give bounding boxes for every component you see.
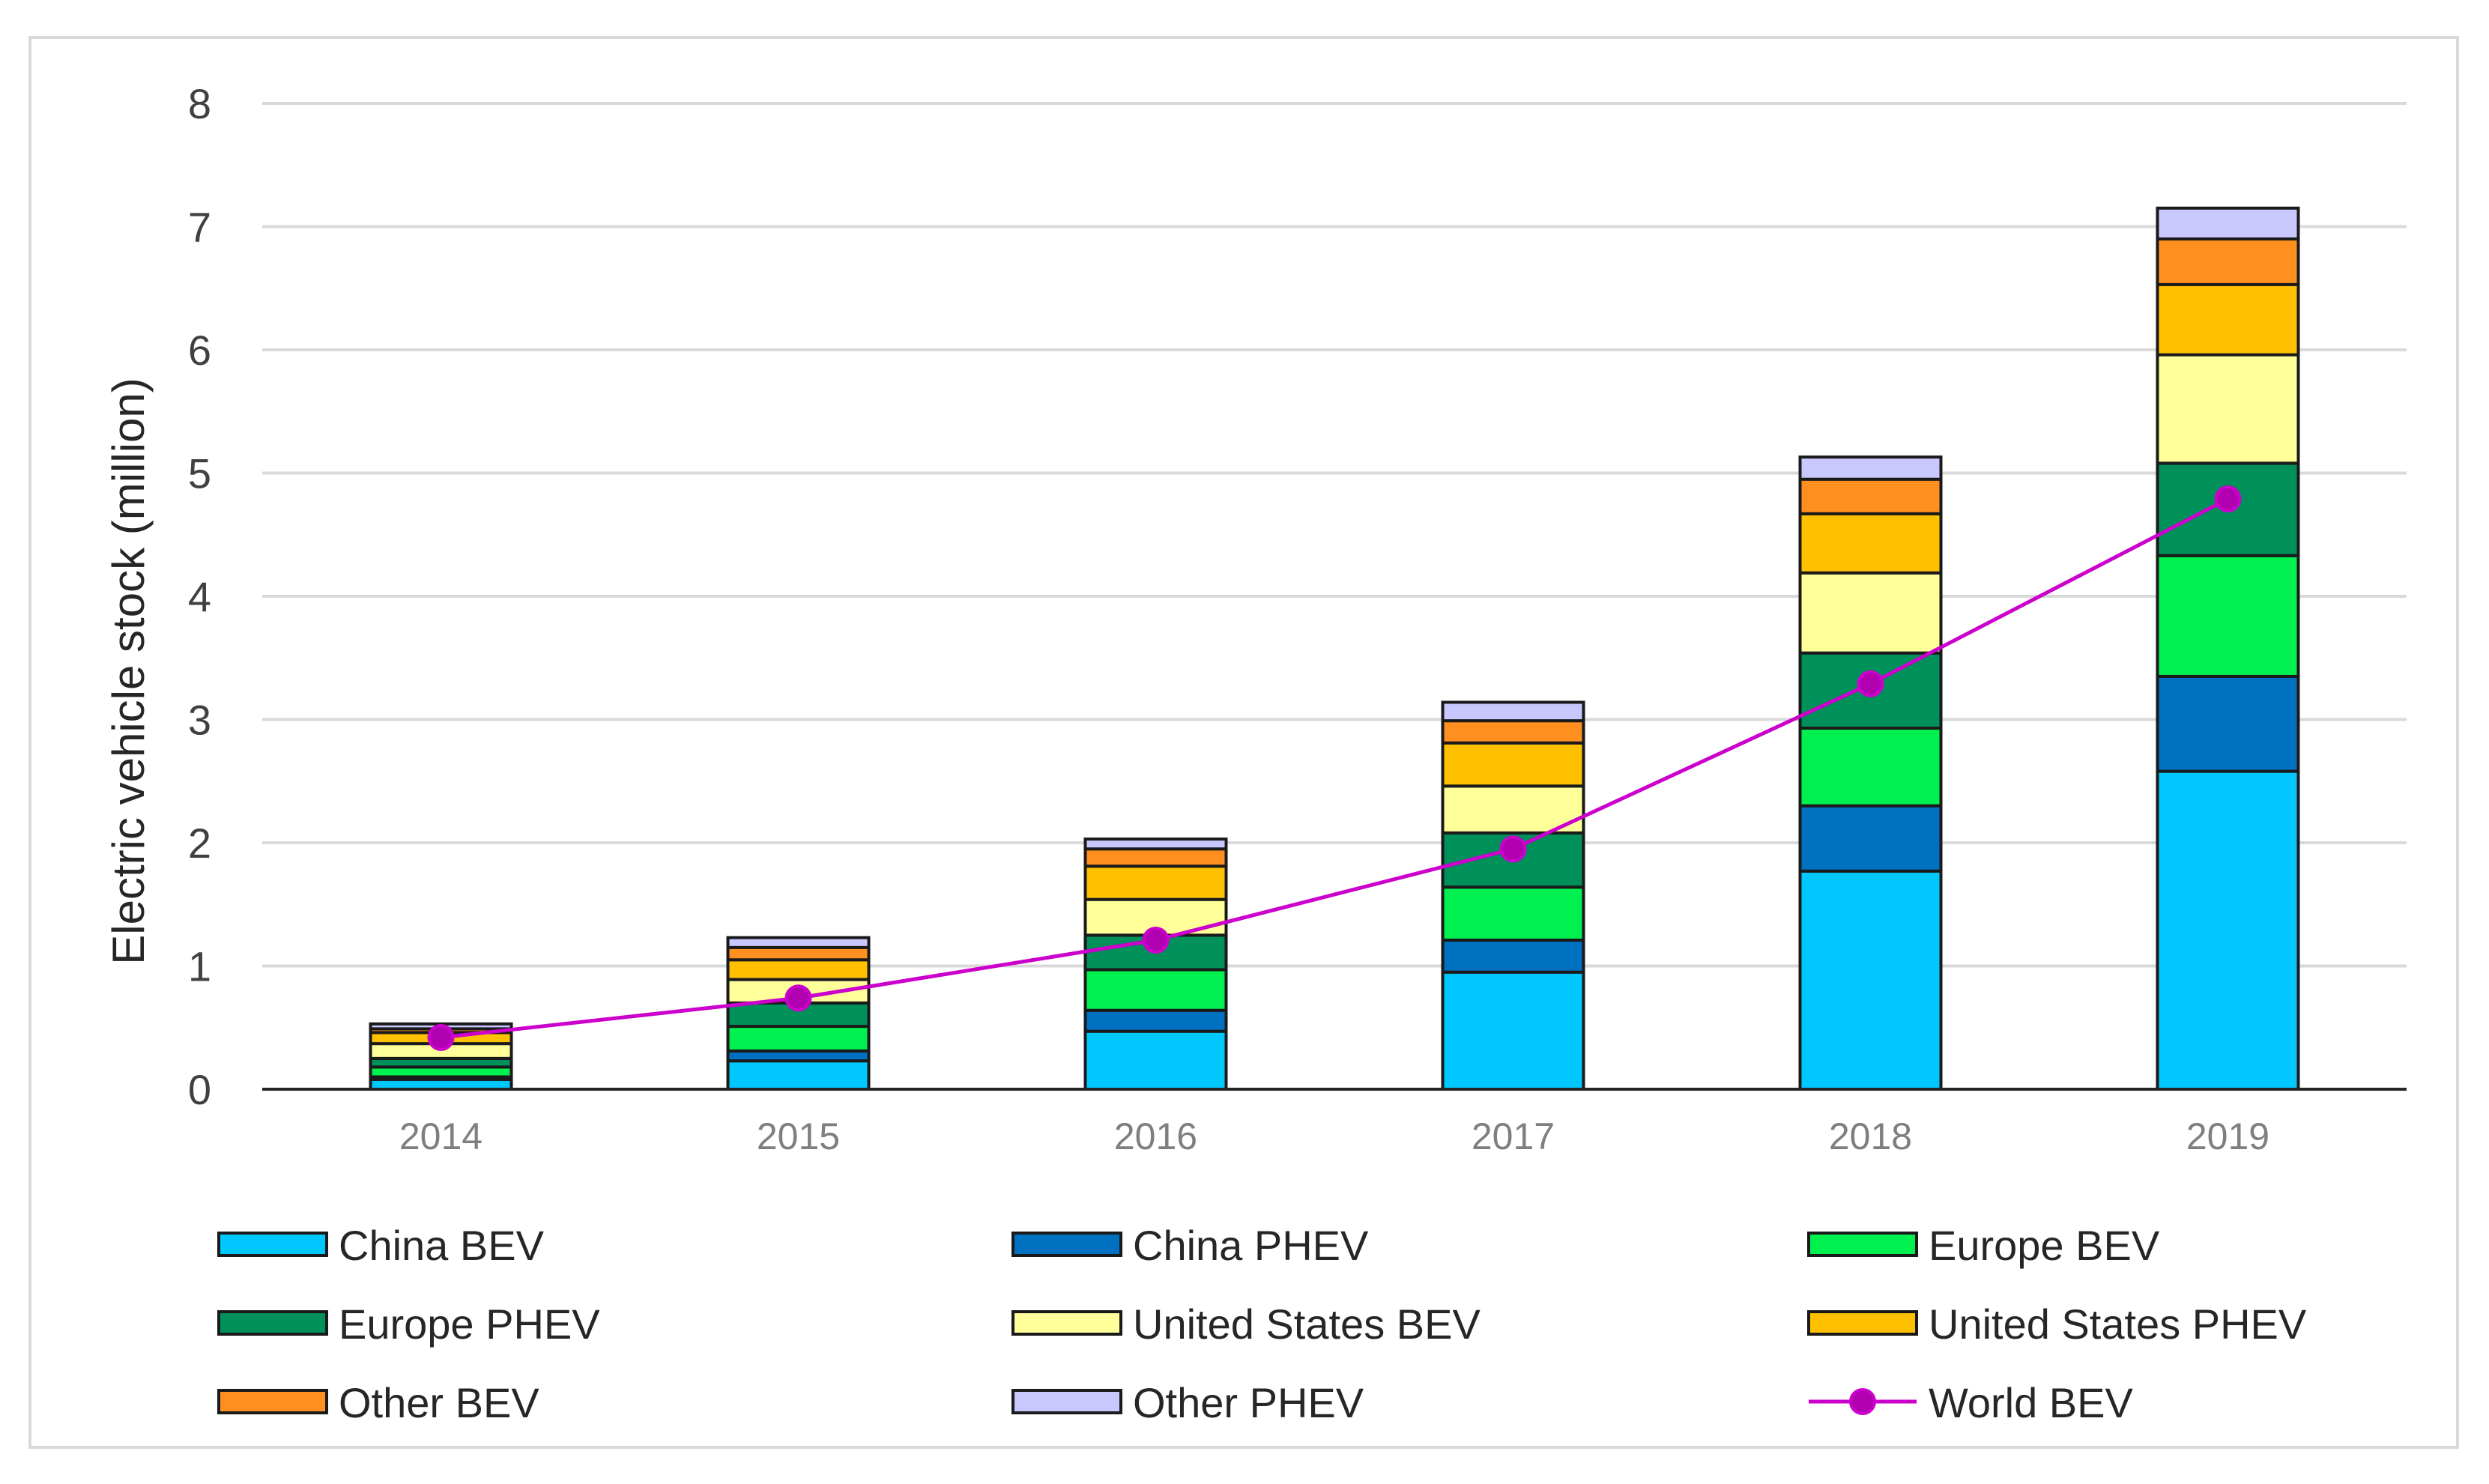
x-axis-ticks: 2014 2015 2016 2017 2018 2019 [399,1115,2269,1157]
legend-item-europe-bev: Europe BEV [1807,1222,2160,1269]
bar-other-phev-2016 [1083,838,1228,851]
legend-label: Other PHEV [1133,1379,1364,1426]
legend-label: China BEV [339,1222,545,1269]
x-tick-label: 2017 [1472,1115,1555,1157]
legend-label: China PHEV [1133,1222,1369,1269]
x-tick-label: 2016 [1114,1115,1197,1157]
bar-united-states-bev-2017 [1441,784,1585,835]
legend-item-europe-phev: Europe PHEV [217,1300,600,1348]
legend-item-united-states-bev: United States BEV [1011,1300,1481,1348]
legend-swatch [217,1232,328,1257]
bar-other-phev-2018 [1798,455,1943,481]
legend: China BEV China PHEV Europe BEV Europe PHEV… [217,1222,2307,1426]
legend-item-china-phev: China PHEV [1011,1222,1369,1269]
legend-item-other-phev: Other PHEV [1011,1379,1364,1426]
bar-other-phev-2015 [726,936,871,949]
bar-united-states-phev-2017 [1441,741,1585,788]
bar-other-phev-2019 [2156,206,2300,240]
y-tick-label: 4 [188,573,211,620]
bar-europe-bev-2015 [726,1025,871,1053]
legend-swatch [217,1310,328,1336]
y-tick-label: 7 [188,204,211,251]
legend-item-united-states-phev: United States PHEV [1807,1300,2307,1348]
bar-china-phev-2016 [1083,1008,1228,1033]
bar-other-bev-2019 [2156,237,2300,286]
legend-marker [1849,1388,1876,1415]
world-bev-point-2017 [1499,835,1527,863]
y-tick-label: 6 [188,327,211,374]
bar-united-states-phev-2016 [1083,864,1228,901]
legend-swatch [1807,1232,1918,1257]
bar-stack-2018 [1798,455,1943,1091]
bar-united-states-phev-2019 [2156,282,2300,357]
bar-europe-bev-2016 [1083,968,1228,1012]
bar-china-phev-2019 [2156,674,2300,773]
bar-china-bev-2017 [1441,970,1585,1091]
bar-united-states-phev-2018 [1798,512,1943,575]
bar-united-states-bev-2018 [1798,571,1943,655]
bar-china-bev-2019 [2156,769,2300,1091]
y-tick-label: 3 [188,697,211,744]
bar-europe-bev-2018 [1798,727,1943,808]
bar-stack-2015 [726,936,871,1091]
bar-stack-2019 [2156,206,2300,1091]
legend-swatch [1807,1310,1918,1336]
legend-label: World BEV [1929,1379,2133,1426]
gridlines [262,102,2407,968]
legend-swatch [1011,1232,1122,1257]
y-tick-label: 8 [188,80,211,127]
y-tick-label: 0 [188,1066,211,1113]
world-bev-point-2014 [427,1023,455,1051]
legend-label: United States PHEV [1929,1300,2307,1348]
bar-stack-2016 [1083,838,1228,1091]
legend-item-china-bev: China BEV [217,1222,545,1269]
y-axis-label: Electric vehicle stock (million) [103,378,154,965]
world-bev-line [441,497,2229,1040]
world-bev-point-2015 [784,984,812,1012]
bar-europe-bev-2019 [2156,554,2300,678]
legend-swatch [1011,1310,1122,1336]
x-tick-label: 2019 [2186,1115,2269,1157]
bar-china-bev-2015 [726,1059,871,1091]
bar-china-bev-2018 [1798,869,1943,1091]
bar-stack-2017 [1441,700,1585,1091]
bar-other-phev-2017 [1441,700,1585,723]
y-axis-ticks: 0 1 2 3 4 5 6 7 8 [188,80,211,1113]
legend-item-world-bev: World BEV [1809,1379,2133,1426]
legend-swatch [217,1389,328,1414]
legend-label: Other BEV [339,1379,539,1426]
chart-svg: 0 1 2 3 4 5 6 7 8 2014 2015 2016 2017 2018 2019 Elect… [103,80,2407,1426]
bar-other-bev-2017 [1441,719,1585,745]
bar-china-bev-2016 [1083,1029,1228,1091]
bar-other-bev-2015 [726,945,871,962]
world-bev-line-series [427,485,2242,1051]
y-tick-label: 1 [188,943,211,990]
legend-label: Europe PHEV [339,1300,600,1348]
chart-frame: 0 1 2 3 4 5 6 7 8 2014 2015 2016 2017 2018 2019 Elect… [28,36,2459,1449]
world-bev-point-2019 [2214,485,2242,513]
bar-other-bev-2018 [1798,477,1943,515]
x-tick-label: 2014 [399,1115,483,1157]
x-tick-label: 2018 [1829,1115,1912,1157]
bar-china-phev-2017 [1441,938,1585,974]
legend-swatch [1011,1389,1122,1414]
legend-item-other-bev: Other BEV [217,1379,539,1426]
bar-stacks [369,206,2300,1091]
y-tick-label: 5 [188,450,211,497]
world-bev-point-2016 [1142,926,1170,954]
y-tick-label: 2 [188,820,211,867]
bar-china-phev-2018 [1798,804,1943,873]
legend-label: Europe BEV [1929,1222,2160,1269]
legend-label: United States BEV [1133,1300,1481,1348]
x-tick-label: 2015 [757,1115,840,1157]
world-bev-point-2018 [1857,670,1884,697]
bar-united-states-phev-2015 [726,958,871,981]
bar-united-states-bev-2019 [2156,353,2300,465]
bar-europe-bev-2017 [1441,885,1585,942]
bar-other-bev-2016 [1083,847,1228,868]
